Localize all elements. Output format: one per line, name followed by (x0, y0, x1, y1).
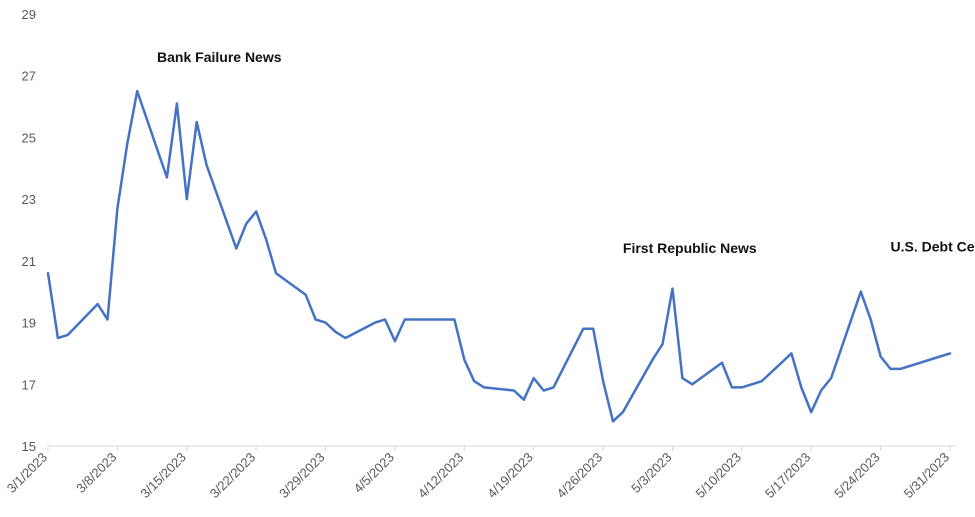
y-tick-label: 29 (22, 7, 36, 22)
y-tick-label: 19 (22, 316, 36, 331)
y-tick-label: 15 (22, 439, 36, 454)
x-tick-label: 5/24/2023 (831, 450, 883, 502)
y-axis-ticks: 15 17 19 21 23 25 27 29 (22, 7, 36, 454)
x-axis-ticks: 3/1/2023 3/8/2023 3/15/2023 3/22/2023 3/29/2… (4, 446, 952, 501)
x-tick-label: 5/31/2023 (901, 450, 953, 502)
x-tick-label: 3/15/2023 (137, 450, 189, 502)
y-tick-label: 27 (22, 69, 36, 84)
x-tick-label: 5/3/2023 (628, 450, 674, 496)
x-tick-label: 4/5/2023 (351, 450, 397, 496)
annotations: Bank Failure News First Republic News U.S.… (157, 49, 975, 256)
x-tick-label: 4/26/2023 (554, 450, 606, 502)
x-tick-label: 3/29/2023 (276, 450, 328, 502)
x-tick-label: 4/12/2023 (415, 450, 467, 502)
x-tick-label: 4/19/2023 (484, 450, 536, 502)
y-tick-label: 23 (22, 192, 36, 207)
x-tick-label: 3/22/2023 (207, 450, 259, 502)
x-tick-label: 3/8/2023 (73, 450, 119, 496)
series-line (46, 89, 952, 423)
y-tick-label: 17 (22, 377, 36, 392)
annotation-label: Bank Failure News (157, 49, 282, 65)
x-tick-label: 5/10/2023 (692, 450, 744, 502)
x-tick-label: 3/1/2023 (4, 450, 50, 496)
y-tick-label: 21 (22, 254, 36, 269)
annotation-label: First Republic News (623, 240, 757, 256)
y-tick-label: 25 (22, 130, 36, 145)
x-tick-label: 5/17/2023 (762, 450, 814, 502)
annotation-label: U.S. Debt Ceiling (891, 239, 975, 255)
